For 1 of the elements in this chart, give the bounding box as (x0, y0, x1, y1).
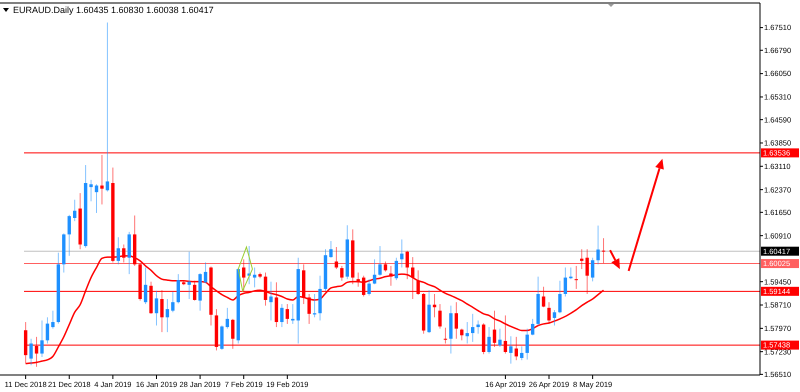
chart-title: EURAUD.Daily 1.60435 1.60830 1.60038 1.60417 (13, 5, 214, 15)
